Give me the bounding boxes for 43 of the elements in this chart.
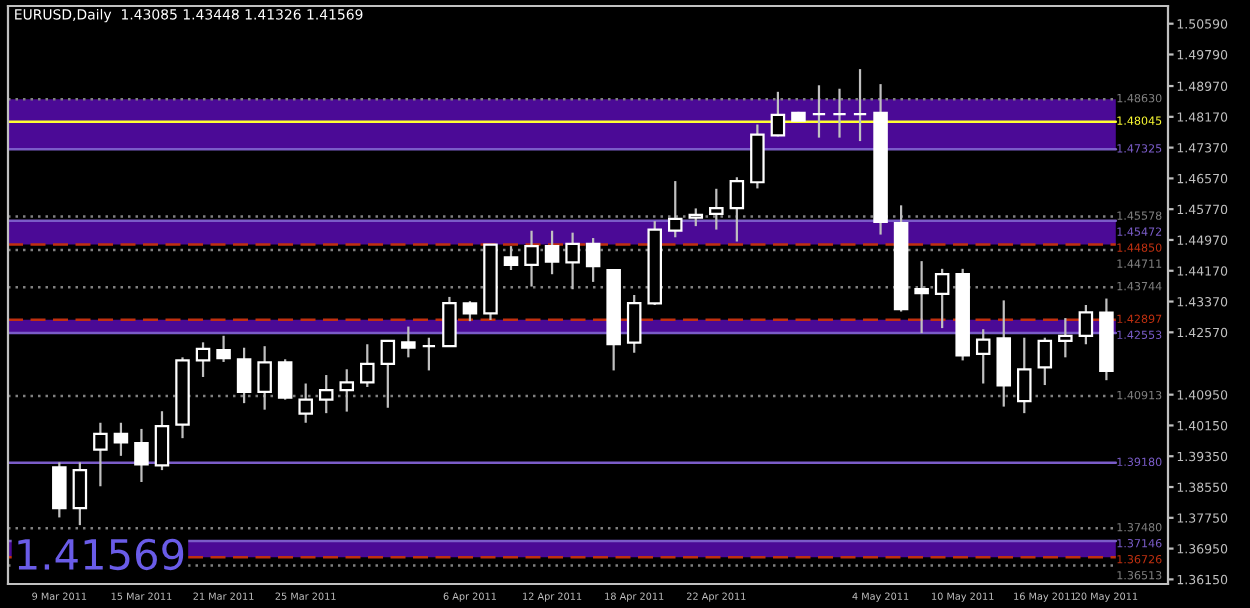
candlestick bbox=[257, 345, 272, 411]
candlestick bbox=[975, 328, 991, 385]
candlestick bbox=[565, 231, 580, 291]
candlestick bbox=[914, 260, 929, 335]
candlestick bbox=[318, 373, 334, 415]
candlestick bbox=[1017, 336, 1032, 415]
candlestick bbox=[667, 179, 683, 239]
candlestick bbox=[216, 334, 231, 364]
candlestick bbox=[462, 300, 478, 323]
candlestick bbox=[236, 346, 252, 405]
candlestick bbox=[750, 123, 765, 190]
candlestick bbox=[585, 236, 601, 284]
candlestick bbox=[113, 421, 129, 457]
candlestick bbox=[626, 293, 642, 354]
candlestick bbox=[709, 187, 724, 231]
candlestick bbox=[154, 410, 170, 472]
candlestick bbox=[421, 336, 437, 372]
candlestick bbox=[52, 461, 67, 519]
candlestick bbox=[1058, 316, 1073, 359]
candlestick bbox=[811, 84, 827, 139]
candlestick bbox=[93, 421, 108, 488]
candlestick bbox=[277, 358, 293, 401]
candlestick bbox=[380, 339, 396, 409]
candlestick bbox=[360, 343, 375, 389]
candlestick bbox=[832, 87, 847, 139]
candlestick bbox=[401, 325, 416, 359]
candlestick bbox=[852, 68, 868, 143]
candlestick bbox=[72, 461, 88, 527]
candlestick bbox=[524, 229, 539, 288]
annotation: 1.41569 bbox=[18, 538, 184, 571]
candlestick bbox=[298, 382, 313, 424]
candlestick bbox=[1037, 336, 1053, 387]
candlestick bbox=[729, 176, 745, 243]
candlestick bbox=[996, 299, 1012, 408]
candlestick bbox=[503, 245, 519, 272]
candlestick bbox=[134, 427, 149, 484]
candlestick bbox=[770, 90, 786, 138]
candlestick bbox=[195, 341, 211, 379]
candlestick bbox=[1078, 303, 1094, 346]
candlestick bbox=[442, 295, 457, 348]
candlestick bbox=[934, 267, 950, 330]
candlestick bbox=[544, 229, 560, 276]
candlestick bbox=[339, 368, 355, 413]
